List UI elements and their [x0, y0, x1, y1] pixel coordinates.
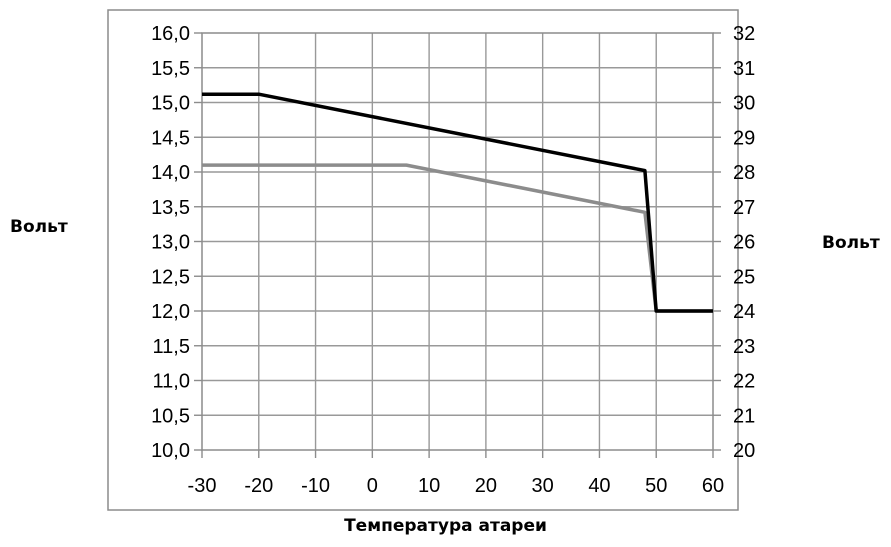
ticks: 16,0 15,5 15,0 14,5 14,0 13,5 13,0 12,5 12,0 11,5… — [151, 23, 755, 497]
y-tick-label-left: 12,5 — [151, 266, 190, 288]
y-tick-label-left: 13,0 — [151, 232, 190, 254]
x-tick-label: 20 — [475, 475, 497, 497]
y-tick-label-right: 29 — [733, 127, 755, 149]
y-tick-label-left: 10,5 — [151, 405, 190, 427]
y-tick-label-left: 15,0 — [151, 93, 190, 115]
y-tick-label-right: 25 — [733, 266, 755, 288]
series-layer — [202, 92, 713, 313]
x-tick-label: 10 — [418, 475, 440, 497]
y-tick-label-right: 21 — [733, 405, 755, 427]
y-tick-label-right: 26 — [733, 232, 755, 254]
y-tick-label-right: 20 — [733, 440, 755, 462]
y-tick-label-left: 11,5 — [153, 336, 190, 358]
x-tick-label: 30 — [532, 475, 554, 497]
chart-frame — [107, 9, 739, 511]
grid — [202, 33, 713, 450]
y-tick-label-right: 24 — [733, 301, 755, 323]
y-tick-label-left: 10,0 — [151, 440, 190, 462]
y-axis-label-right: Вольт — [822, 233, 880, 253]
series-line-1 — [202, 92, 713, 313]
x-tick-label: -20 — [244, 475, 273, 497]
y-axis-label-left: Вольт — [10, 217, 68, 237]
y-tick-label-right: 30 — [733, 93, 755, 115]
y-tick-label-right: 31 — [733, 58, 755, 80]
y-tick-label-left: 11,0 — [153, 371, 190, 393]
y-tick-label-right: 32 — [733, 23, 755, 45]
y-tick-label-left: 14,0 — [151, 162, 190, 184]
y-tick-label-right: 28 — [733, 162, 755, 184]
y-tick-label-right: 23 — [733, 336, 755, 358]
x-tick-label: 40 — [588, 475, 610, 497]
x-axis-label: Температура атареи — [344, 516, 547, 536]
x-tick-label: 60 — [702, 475, 724, 497]
series-line-2 — [202, 163, 713, 313]
y-tick-label-left: 13,5 — [151, 197, 190, 219]
x-tick-label: -30 — [188, 475, 217, 497]
y-tick-label-left: 14,5 — [151, 127, 190, 149]
x-tick-label: 50 — [645, 475, 667, 497]
y-tick-label-left: 16,0 — [151, 23, 190, 45]
x-tick-label: -10 — [301, 475, 330, 497]
y-tick-label-left: 12,0 — [151, 301, 190, 323]
y-tick-label-right: 27 — [733, 197, 755, 219]
y-tick-label-right: 22 — [733, 371, 755, 393]
y-tick-label-left: 15,5 — [151, 58, 190, 80]
x-tick-label: 0 — [367, 475, 378, 497]
